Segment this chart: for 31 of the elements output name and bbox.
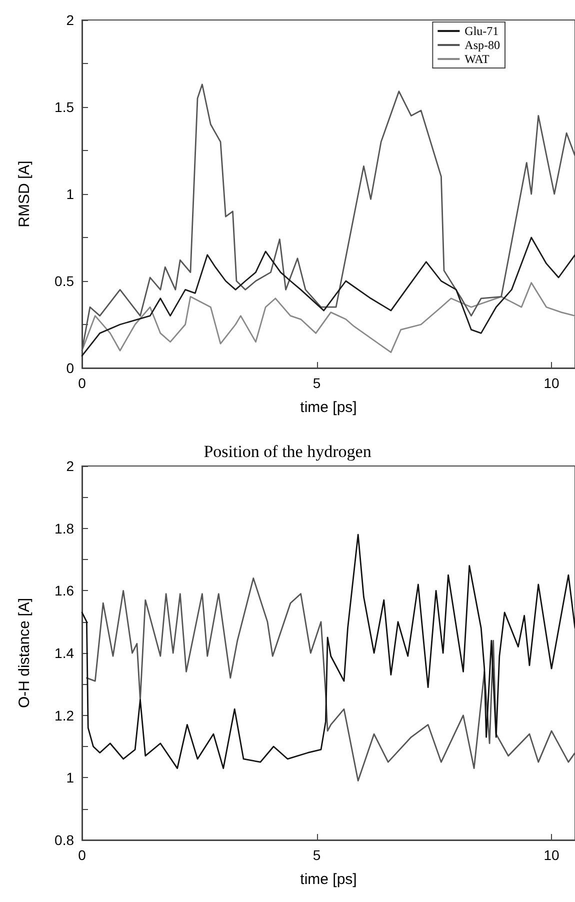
line-series — [81, 282, 575, 354]
x-tick-label: 10 — [544, 375, 560, 391]
x-axis-title: time [ps] — [300, 399, 357, 416]
line-series — [81, 84, 575, 352]
x-tick-label: 0 — [78, 847, 86, 863]
y-tick-label: 1.5 — [54, 99, 74, 115]
y-tick-label: 1 — [66, 770, 74, 786]
y-tick-label: 2 — [66, 458, 74, 474]
y-axis-title: RMSD [A] — [16, 160, 33, 228]
line-series — [81, 236, 575, 357]
x-tick-label: 5 — [312, 847, 321, 863]
line-series — [81, 534, 575, 770]
legend-label: WAT — [464, 52, 490, 66]
y-tick-label: 1.4 — [54, 645, 74, 661]
y-tick-label: 0.8 — [54, 832, 74, 848]
y-tick-label: 0 — [66, 360, 74, 376]
y-tick-label: 0.5 — [54, 273, 74, 289]
x-axis-title: time [ps] — [300, 871, 357, 888]
y-tick-label: 2 — [66, 12, 74, 28]
line-series — [86, 578, 575, 782]
x-tick-label: 0 — [78, 375, 86, 391]
y-axis-title: O-H distance [A] — [16, 598, 33, 708]
legend-label: Glu-71 — [464, 24, 499, 38]
x-tick-label: 10 — [544, 847, 560, 863]
y-tick-label: 1.8 — [54, 520, 74, 536]
chart-title: Position of the hydrogen — [204, 442, 372, 461]
y-tick-label: 1.2 — [54, 707, 74, 724]
y-tick-label: 1 — [66, 186, 74, 202]
x-tick-label: 5 — [312, 375, 321, 391]
legend-label: Asp-80 — [464, 38, 500, 52]
y-tick-label: 1.6 — [54, 582, 74, 599]
